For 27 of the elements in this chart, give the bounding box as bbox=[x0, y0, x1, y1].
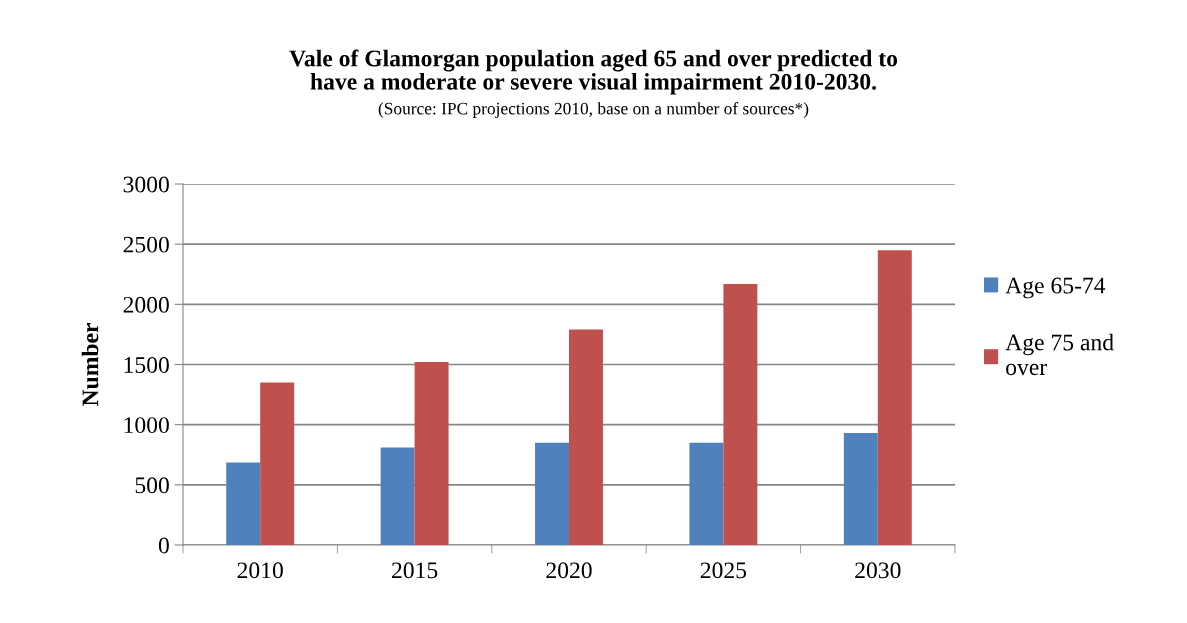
chart-subtitle: (Source: IPC projections 2010, base on a number of sources*) bbox=[378, 102, 809, 118]
bar bbox=[414, 362, 449, 545]
legend-label: Age 65-74 bbox=[1005, 277, 1106, 299]
x-tick-label: 2010 bbox=[237, 562, 283, 579]
y-tick-label: 1500 bbox=[124, 356, 169, 373]
y-tick-label: 3000 bbox=[123, 176, 169, 193]
x-tick-label: 2025 bbox=[700, 562, 747, 579]
bar bbox=[843, 433, 878, 545]
y-tick-label: 0 bbox=[158, 537, 169, 554]
x-tick-label: 2015 bbox=[392, 562, 438, 579]
y-axis-title: Number bbox=[81, 323, 99, 407]
y-tick-label: 2000 bbox=[123, 296, 169, 313]
bar bbox=[535, 442, 569, 545]
y-tick-label: 500 bbox=[135, 477, 169, 494]
bar bbox=[877, 250, 912, 545]
bar bbox=[689, 442, 724, 545]
x-tick-label: 2020 bbox=[546, 562, 592, 579]
chart-title: Vale of Glamorgan population aged 65 and over predicted to have a moderate or severe visual impairment 2010-2030. bbox=[289, 49, 898, 95]
bar bbox=[723, 283, 758, 545]
bar bbox=[569, 329, 603, 545]
y-tick-label: 2500 bbox=[123, 236, 169, 253]
bar bbox=[226, 462, 261, 545]
x-tick-label: 2030 bbox=[855, 562, 901, 579]
bar bbox=[260, 382, 295, 545]
legend-label: Age 75 and over bbox=[1005, 333, 1114, 376]
y-tick-label: 1000 bbox=[124, 417, 169, 434]
bar bbox=[380, 447, 415, 545]
